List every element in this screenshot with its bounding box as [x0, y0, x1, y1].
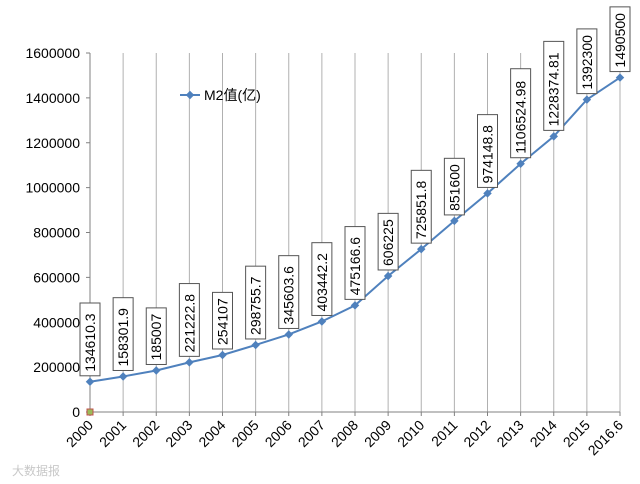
point-2012 [483, 189, 492, 198]
data-label-text-2002: 185007 [148, 314, 164, 361]
data-label-box-2007 [311, 242, 333, 316]
y-tick-label-1200000: 1200000 [25, 135, 80, 151]
point-2006 [284, 330, 293, 339]
vertical-gridlines [89, 53, 621, 412]
x-tick-label-2005: 2005 [228, 417, 261, 450]
data-label-box-2001 [112, 297, 134, 371]
data-label-text-2014: 1228374.81 [546, 52, 562, 126]
data-label-text-2003: 221222.8 [181, 294, 197, 353]
data-label-box-2011 [443, 157, 465, 216]
data-label-2000: 134610.3 [79, 302, 101, 377]
data-label-2012: 974148.8 [477, 114, 498, 188]
point-2005 [251, 340, 260, 350]
point-2003 [185, 358, 194, 367]
data-label-box-2002 [145, 307, 167, 365]
point-2004 [218, 350, 227, 360]
y-tick-label-0: 0 [72, 404, 80, 420]
data-label-2002: 185007 [145, 307, 167, 365]
legend-marker [185, 90, 195, 100]
data-label-2013: 1106524.98 [510, 68, 532, 159]
data-label-box-2016.6 [609, 6, 631, 73]
data-label-2015: 1392300 [576, 28, 598, 95]
legend: M2值(亿) [180, 87, 261, 103]
data-label-2011: 851600 [443, 157, 465, 216]
data-label-box-2013 [510, 68, 532, 159]
x-tick-label-2008: 2008 [328, 417, 361, 450]
y-tick-label-1000000: 1000000 [25, 180, 80, 196]
point-2010 [417, 244, 426, 254]
data-label-2014: 1228374.81 [543, 40, 565, 131]
x-tick-label-2002: 2002 [129, 417, 162, 450]
x-axis: 2000 2001 2002 2003 2004 2005 2006 2007 2008 2009… [63, 408, 627, 459]
data-label-text-2012: 974148.8 [480, 125, 496, 184]
point-2000 [85, 377, 95, 387]
data-label-box-2015 [576, 28, 598, 95]
data-label-text-2015: 1392300 [579, 35, 595, 90]
x-tick-label-2012: 2012 [460, 417, 493, 450]
x-tick-label-2001: 2001 [96, 417, 129, 450]
x-tick-label-2016.6: 2016.6 [585, 417, 627, 459]
y-tick-label-200000: 200000 [33, 359, 80, 375]
y-tick-label-400000: 400000 [33, 314, 80, 330]
x-tick-label-2009: 2009 [361, 417, 394, 450]
point-2009 [383, 271, 393, 281]
point-2001 [118, 372, 128, 381]
data-label-2005: 298755.7 [245, 265, 267, 340]
watermark: 大数据报 [12, 464, 61, 478]
point-2011 [450, 216, 459, 226]
data-label-box-2008 [344, 226, 366, 300]
y-tick-label-800000: 800000 [33, 225, 80, 241]
origin-marker [86, 408, 94, 416]
data-label-box-2010 [410, 169, 432, 244]
data-label-2003: 221222.8 [178, 283, 200, 357]
data-label-2009: 606225 [377, 212, 399, 271]
data-label-2004: 254107 [212, 291, 233, 350]
data-label-text-2000: 134610.3 [82, 313, 98, 372]
data-label-2006: 345603.6 [278, 255, 300, 329]
data-label-text-2011: 851600 [446, 164, 462, 211]
data-label-2008: 475166.6 [344, 226, 366, 300]
data-label-text-2008: 475166.6 [347, 237, 363, 296]
legend-label: M2值(亿) [204, 87, 261, 103]
data-label-box-2005 [245, 265, 267, 340]
x-tick-label-2011: 2011 [428, 417, 461, 450]
data-label-text-2006: 345603.6 [281, 266, 297, 325]
x-tick-label-2014: 2014 [527, 417, 560, 450]
data-label-box-2006 [278, 255, 300, 329]
data-label-box-2012 [477, 114, 498, 188]
point-2008 [350, 301, 360, 310]
data-label-text-2007: 403442.2 [314, 253, 330, 312]
data-label-text-2009: 606225 [380, 219, 396, 266]
data-label-box-2009 [377, 212, 399, 271]
x-tick-label-2003: 2003 [162, 417, 195, 450]
y-tick-label-1600000: 1600000 [25, 45, 80, 61]
data-label-2007: 403442.2 [311, 242, 333, 316]
point-2002 [152, 366, 161, 375]
series-m2 [85, 73, 625, 387]
data-label-text-2016.6: 1490500 [612, 13, 628, 68]
data-label-text-2004: 254107 [215, 298, 231, 345]
x-tick-label-2004: 2004 [195, 417, 228, 450]
x-tick-label-2006: 2006 [262, 417, 295, 450]
y-tick-label-1400000: 1400000 [25, 90, 80, 106]
y-tick-label-600000: 600000 [33, 269, 80, 285]
data-label-box-2014 [543, 40, 565, 131]
data-labels: 134610.3 158301.9 185007 221222.8 254107 2987… [79, 6, 631, 377]
data-label-2001: 158301.9 [112, 297, 134, 371]
point-2007 [317, 317, 327, 326]
data-label-2016.6: 1490500 [609, 6, 631, 73]
data-label-box-2000 [79, 302, 101, 377]
x-tick-label-2013: 2013 [493, 417, 526, 450]
x-tick-label-2007: 2007 [295, 417, 328, 450]
data-label-text-2010: 725851.8 [413, 181, 429, 240]
data-label-2010: 725851.8 [410, 169, 432, 244]
x-tick-label-2000: 2000 [63, 417, 96, 450]
data-label-text-2001: 158301.9 [115, 308, 131, 367]
x-tick-label-2010: 2010 [394, 417, 427, 450]
data-label-box-2003 [178, 283, 200, 357]
data-label-text-2013: 1106524.98 [513, 81, 529, 154]
data-label-text-2005: 298755.7 [248, 276, 264, 335]
data-label-box-2004 [212, 291, 233, 350]
